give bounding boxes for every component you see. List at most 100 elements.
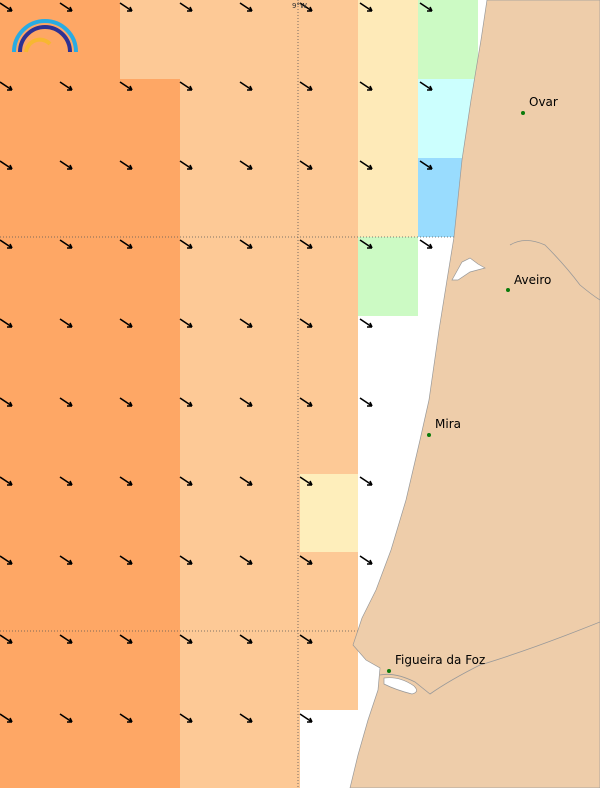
- wave-arrow: [119, 476, 133, 486]
- wave-arrow: [119, 2, 133, 12]
- cell: [358, 237, 418, 316]
- wave-arrow: [239, 160, 253, 170]
- wave-arrow: [0, 318, 13, 328]
- wave-arrow: [419, 239, 433, 249]
- wave-arrow: [179, 397, 193, 407]
- cell: [180, 0, 300, 788]
- cell: [120, 0, 180, 79]
- wave-arrow: [0, 555, 13, 565]
- wave-arrow: [119, 160, 133, 170]
- cell: [358, 0, 418, 237]
- river: [379, 621, 600, 695]
- river: [509, 240, 600, 301]
- place-dot: [427, 433, 431, 437]
- wave-arrow: [179, 555, 193, 565]
- wave-arrow: [179, 634, 193, 644]
- logo-arc: [18, 25, 72, 53]
- wave-arrow: [299, 318, 313, 328]
- wave-arrow: [59, 81, 73, 91]
- wave-arrow: [179, 713, 193, 723]
- wave-arrow: [0, 81, 13, 91]
- wave-arrow: [0, 713, 13, 723]
- wave-arrow: [299, 555, 313, 565]
- wave-arrow: [179, 476, 193, 486]
- place-label: Figueira da Foz: [395, 653, 485, 667]
- estuary: [383, 677, 417, 695]
- wave-arrow: [239, 239, 253, 249]
- graticule-label: 9°W: [292, 2, 307, 10]
- wave-arrow: [119, 318, 133, 328]
- place-dot: [387, 669, 391, 673]
- land: [349, 0, 600, 788]
- wave-arrow: [239, 713, 253, 723]
- wave-arrow: [119, 239, 133, 249]
- logo: [12, 19, 78, 53]
- wave-arrow: [59, 2, 73, 12]
- place-dot: [521, 111, 525, 115]
- cell: [0, 0, 120, 79]
- logo-arc: [24, 37, 52, 53]
- place-label: Mira: [435, 417, 461, 431]
- wave-arrow: [119, 713, 133, 723]
- wave-arrow: [59, 555, 73, 565]
- place-dot: [506, 288, 510, 292]
- wave-arrow: [119, 81, 133, 91]
- wave-arrow: [59, 160, 73, 170]
- wave-arrow: [0, 160, 13, 170]
- wave-arrow: [239, 634, 253, 644]
- cell: [0, 79, 180, 788]
- wave-arrow: [359, 160, 373, 170]
- wave-arrow: [299, 160, 313, 170]
- wave-arrow: [359, 81, 373, 91]
- place-label: Ovar: [529, 95, 558, 109]
- lagoon: [451, 257, 486, 281]
- wave-arrow: [179, 318, 193, 328]
- wave-arrow: [59, 239, 73, 249]
- logo-arc: [12, 19, 78, 53]
- wave-arrow: [239, 555, 253, 565]
- wave-arrow: [359, 476, 373, 486]
- wave-arrow: [359, 397, 373, 407]
- wave-arrow: [359, 318, 373, 328]
- cell: [300, 552, 358, 710]
- wave-arrow: [59, 634, 73, 644]
- wave-arrow: [119, 634, 133, 644]
- wave-arrow: [59, 713, 73, 723]
- wave-arrow: [59, 397, 73, 407]
- wave-arrow: [239, 318, 253, 328]
- wave-arrow: [0, 239, 13, 249]
- wave-arrow: [0, 2, 13, 12]
- wave-arrow: [179, 239, 193, 249]
- wave-arrow: [359, 2, 373, 12]
- wave-arrow: [359, 555, 373, 565]
- wave-arrow: [299, 397, 313, 407]
- wave-arrow: [0, 634, 13, 644]
- wave-arrow: [179, 2, 193, 12]
- wave-arrow: [419, 2, 433, 12]
- wave-arrow: [0, 476, 13, 486]
- wave-arrow: [359, 239, 373, 249]
- wave-arrow: [59, 318, 73, 328]
- wave-arrow: [239, 81, 253, 91]
- wave-arrow: [119, 397, 133, 407]
- wave-arrow: [299, 81, 313, 91]
- wave-arrow: [179, 160, 193, 170]
- wave-arrow: [239, 476, 253, 486]
- wave-arrow: [299, 239, 313, 249]
- place-label: Aveiro: [514, 273, 551, 287]
- wave-arrow: [419, 81, 433, 91]
- wave-arrow: [119, 555, 133, 565]
- wave-arrow: [419, 160, 433, 170]
- wave-arrow: [299, 634, 313, 644]
- cell: [300, 474, 358, 552]
- wave-arrow: [179, 81, 193, 91]
- wave-arrow: [239, 397, 253, 407]
- wave-arrow: [299, 476, 313, 486]
- places: Ovar Aveiro Mira Figueira da Foz: [387, 95, 558, 673]
- wave-arrow: [59, 476, 73, 486]
- wave-arrow: [0, 397, 13, 407]
- wave-arrow: [299, 713, 313, 723]
- wave-arrows: [0, 2, 433, 723]
